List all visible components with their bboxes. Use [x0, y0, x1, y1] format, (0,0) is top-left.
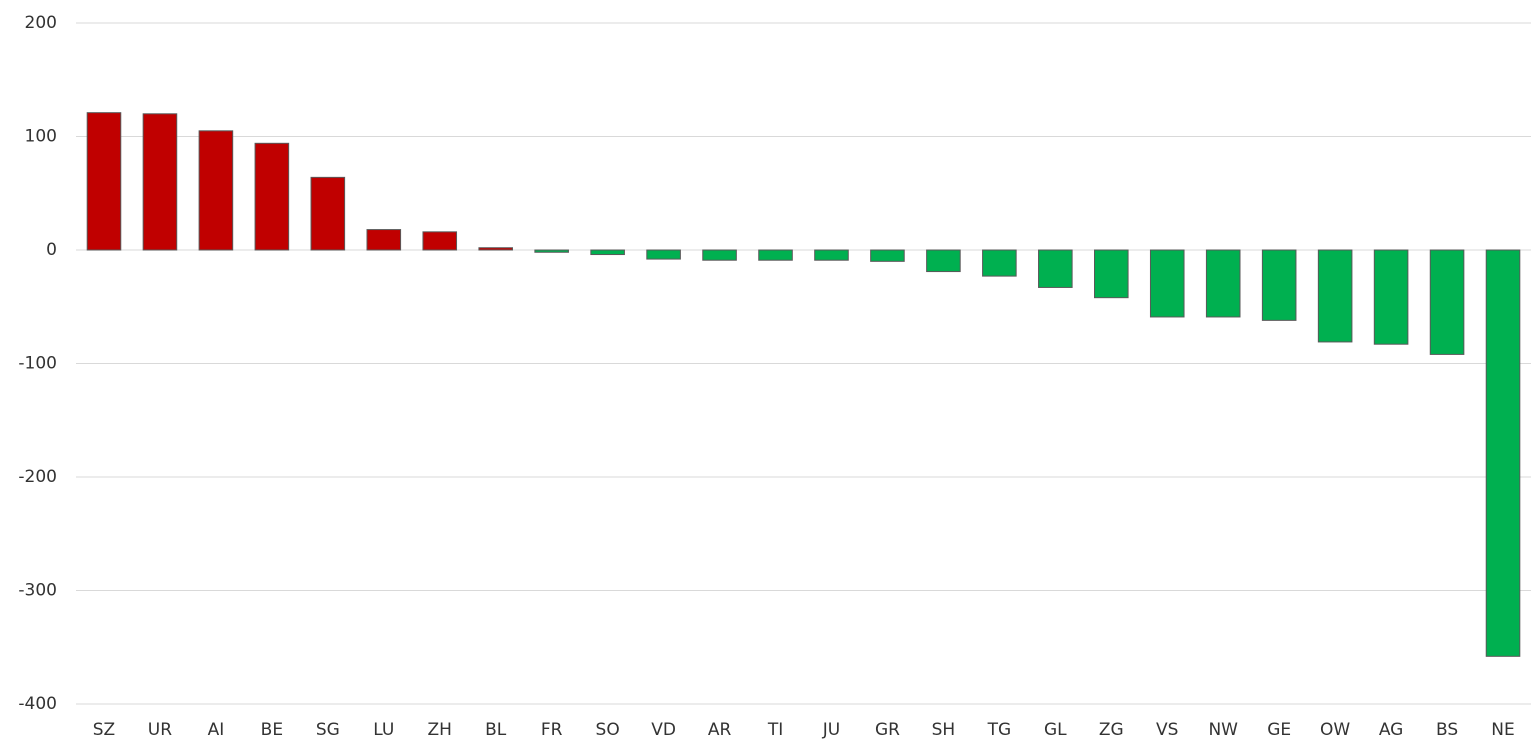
y-tick-label: -400 [18, 694, 57, 714]
x-tick-label: TI [767, 720, 783, 740]
y-tick-label: 100 [25, 127, 57, 147]
x-tick-label: AG [1379, 720, 1404, 740]
bar [1485, 249, 1521, 657]
bar [86, 112, 122, 251]
x-tick-label: AI [208, 720, 225, 740]
x-tick-label: SZ [93, 720, 115, 740]
y-tick-label: 200 [25, 13, 57, 33]
bar [1317, 249, 1353, 343]
x-tick-label: SO [596, 720, 620, 740]
bar [366, 229, 402, 251]
bar [926, 249, 961, 273]
x-tick-label: OW [1320, 720, 1350, 740]
x-tick-label: UR [148, 720, 172, 740]
bar [310, 176, 346, 251]
x-tick-label: GL [1044, 720, 1067, 740]
x-tick-label: GR [875, 720, 900, 740]
x-tick-label: ZH [428, 720, 452, 740]
bar [198, 130, 234, 251]
bar [478, 247, 513, 251]
x-tick-label: JU [822, 720, 840, 740]
x-tick-label: AR [708, 720, 732, 740]
bar [590, 249, 625, 256]
y-tick-label: -300 [18, 581, 57, 601]
bar [870, 249, 905, 262]
bar [1038, 249, 1073, 288]
bar [702, 249, 737, 261]
x-tick-label: NW [1208, 720, 1238, 740]
bar [1094, 249, 1129, 299]
x-tick-label: LU [373, 720, 394, 740]
bar [142, 113, 178, 251]
x-tick-label: VD [651, 720, 676, 740]
bar [982, 249, 1017, 277]
bar [758, 249, 793, 261]
y-tick-label: 0 [46, 240, 57, 260]
x-tick-label: GE [1267, 720, 1291, 740]
y-tick-label: -100 [18, 354, 57, 374]
bar [534, 249, 569, 253]
x-tick-label: SG [316, 720, 340, 740]
bar [1429, 249, 1465, 355]
x-tick-label: VS [1156, 720, 1178, 740]
x-tick-label: ZG [1099, 720, 1124, 740]
x-tick-label: BS [1436, 720, 1458, 740]
bar [1149, 249, 1185, 318]
x-tick-label: FR [541, 720, 563, 740]
y-tick-label: -200 [18, 467, 57, 487]
x-tick-label: SH [932, 720, 956, 740]
bar [646, 249, 681, 260]
x-tick-label: NE [1491, 720, 1514, 740]
bar [254, 142, 290, 251]
x-tick-label: TG [987, 720, 1012, 740]
bar [1373, 249, 1409, 345]
x-tick-label: BE [261, 720, 283, 740]
x-tick-label: BL [485, 720, 507, 740]
bar [1261, 249, 1297, 321]
bar [814, 249, 849, 261]
bar [1205, 249, 1241, 318]
bar [422, 231, 458, 251]
